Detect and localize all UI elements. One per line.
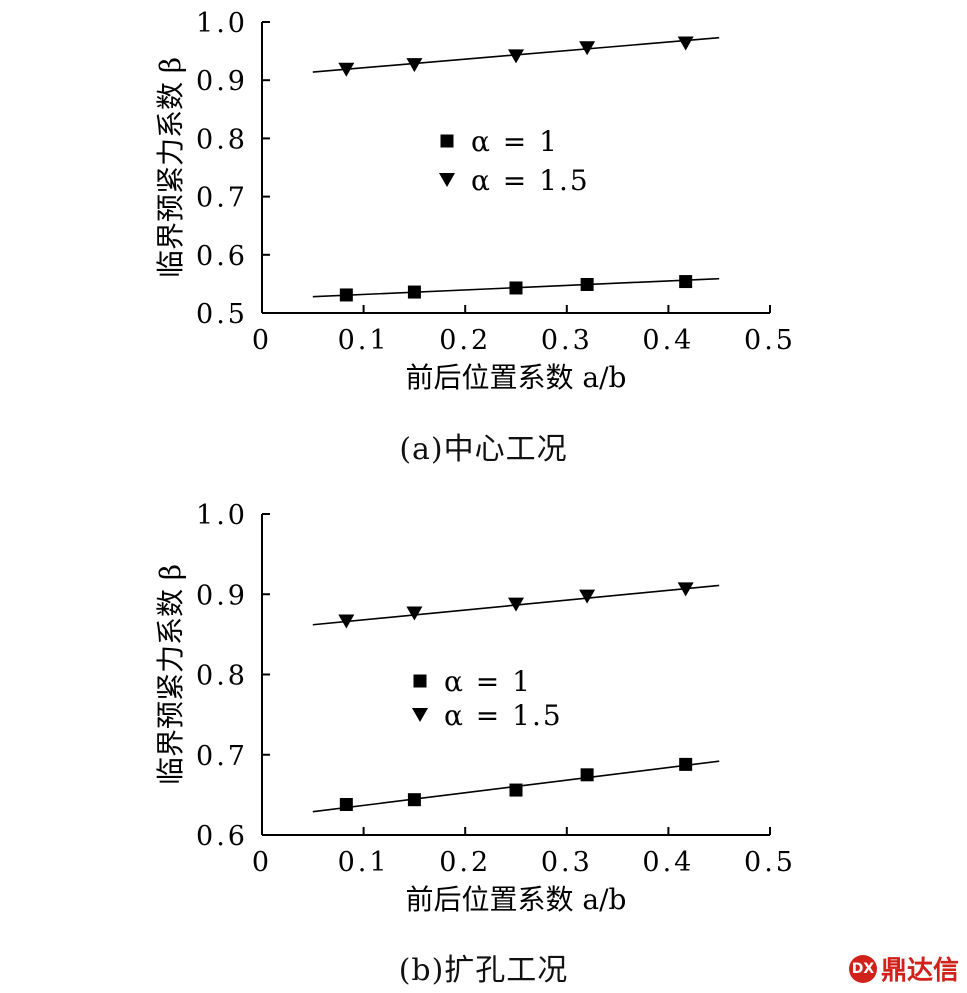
c1-point-s1-3 — [579, 589, 596, 604]
c1-legend-marker-1 — [412, 708, 428, 722]
c1-point-s1-0 — [338, 614, 355, 629]
c1-x-axis-label: 前后位置系数 a/b — [406, 883, 627, 916]
c1-y-axis-label: 临界预紧力系数 β — [154, 564, 187, 785]
c0-x-tick-label: 0.2 — [439, 325, 491, 356]
c0-y-tick-label: 0.6 — [196, 241, 248, 272]
c0-legend-label-0: α = 1 — [471, 125, 559, 158]
c0-point-s1-3 — [579, 41, 596, 56]
c0-x-tick-label: 0.1 — [338, 325, 390, 356]
c0-x-tick-label: 0 — [252, 325, 272, 356]
c0-y-tick-label: 0.8 — [196, 124, 248, 155]
c1-y-tick-label: 0.9 — [196, 580, 248, 611]
c1-point-s0-3 — [580, 768, 594, 782]
caption-a: (a)中心工况 — [399, 432, 568, 467]
c1-x-tick-label: 0.4 — [642, 847, 694, 878]
c1-x-tick-label: 0 — [252, 847, 272, 878]
c1-point-s0-0 — [339, 798, 353, 812]
c1-point-s1-1 — [406, 606, 423, 621]
c1-legend-label-1: α = 1.5 — [444, 699, 563, 732]
c1-legend-marker-0 — [413, 674, 427, 688]
c0-x-tick-label: 0.5 — [744, 325, 796, 356]
c0-y-tick-label: 1.0 — [196, 8, 248, 39]
c0-point-s0-2 — [509, 281, 523, 295]
c0-y-tick-label: 0.5 — [196, 299, 248, 330]
c0-point-s1-0 — [338, 62, 355, 77]
c0-point-s1-1 — [406, 58, 423, 73]
c0-point-s0-3 — [580, 277, 594, 291]
chart-panel-b: 0.6 0.7 0.8 0.9 1.0 0 0.1 0.2 0.3 0.4 0.5 前后位置系数 a/… — [0, 490, 967, 993]
c0-point-s0-0 — [339, 288, 353, 302]
c1-point-s0-2 — [509, 783, 523, 797]
c0-point-s1-4 — [677, 36, 694, 51]
c1-point-s0-4 — [679, 757, 693, 771]
chart-panel-a: 0.5 0.6 0.7 0.8 0.9 1.0 0 0.1 0.2 0.3 0.4 0.5 前后位置系数… — [0, 0, 967, 480]
c1-y-tick-label: 0.6 — [196, 821, 248, 852]
c0-x-axis-label: 前后位置系数 a/b — [406, 361, 627, 394]
c0-y-tick-label: 0.7 — [196, 183, 248, 214]
c1-x-tick-label: 0.2 — [439, 847, 491, 878]
c0-x-tick-label: 0.3 — [541, 325, 593, 356]
c0-point-s0-1 — [407, 285, 421, 299]
c1-point-s1-2 — [508, 597, 524, 612]
c0-legend-marker-1 — [439, 173, 455, 187]
c1-x-tick-label: 0.1 — [338, 847, 390, 878]
c0-point-s0-4 — [679, 275, 693, 289]
watermark-logo-icon: DX — [848, 954, 877, 983]
c1-point-s1-4 — [677, 582, 694, 597]
c1-y-tick-label: 0.7 — [196, 741, 248, 772]
c1-x-tick-label: 0.3 — [541, 847, 593, 878]
watermark-text: 鼎达信 — [880, 956, 959, 986]
watermark: DX 鼎达信 — [848, 950, 959, 987]
chart-b: 0.6 0.7 0.8 0.9 1.0 0 0.1 0.2 0.3 0.4 0.5 前后位置系数 a/… — [154, 500, 796, 916]
c1-y-tick-label: 0.8 — [196, 661, 248, 692]
c0-y-axis-label: 临界预紧力系数 β — [154, 57, 187, 278]
c1-y-tick-label: 1.0 — [196, 500, 248, 531]
c0-legend-label-1: α = 1.5 — [471, 164, 590, 197]
c1-point-s0-1 — [407, 793, 421, 807]
c0-y-tick-label: 0.9 — [196, 66, 248, 97]
c0-legend-marker-0 — [440, 134, 454, 148]
c0-point-s1-2 — [508, 49, 524, 64]
chart-a: 0.5 0.6 0.7 0.8 0.9 1.0 0 0.1 0.2 0.3 0.4 0.5 前后位置系数… — [154, 8, 796, 394]
caption-b: (b)扩孔工况 — [398, 953, 569, 988]
c1-legend-label-0: α = 1 — [444, 665, 532, 698]
c0-x-tick-label: 0.4 — [642, 325, 694, 356]
c1-x-tick-label: 0.5 — [744, 847, 796, 878]
